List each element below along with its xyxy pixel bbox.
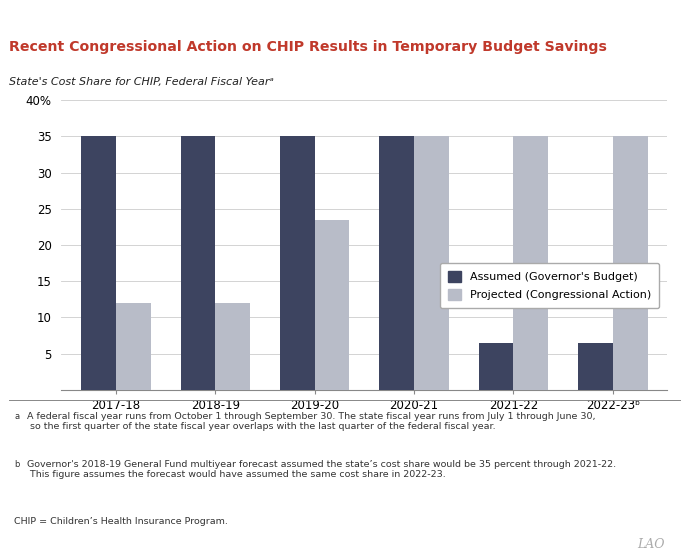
Text: b: b: [14, 460, 20, 469]
Text: Figure 5: Figure 5: [13, 9, 68, 22]
Bar: [479, 343, 513, 390]
Text: State's Cost Share for CHIP, Federal Fiscal Yearᵃ: State's Cost Share for CHIP, Federal Fis…: [9, 77, 274, 87]
Bar: [215, 303, 250, 390]
Bar: [116, 303, 151, 390]
Bar: [578, 343, 613, 390]
Bar: [180, 136, 215, 390]
Text: Recent Congressional Action on CHIP Results in Temporary Budget Savings: Recent Congressional Action on CHIP Resu…: [9, 40, 607, 54]
Bar: [613, 136, 648, 390]
Legend: Assumed (Governor's Budget), Projected (Congressional Action): Assumed (Governor's Budget), Projected (…: [440, 263, 659, 308]
Text: A federal fiscal year runs from October 1 through September 30. The state fiscal: A federal fiscal year runs from October …: [24, 412, 595, 431]
Bar: [315, 219, 349, 390]
Bar: [280, 136, 315, 390]
Bar: [379, 136, 414, 390]
Bar: [414, 136, 449, 390]
Text: LAO: LAO: [637, 538, 664, 550]
Text: Governor's 2018-19 General Fund multiyear forecast assumed the state’s cost shar: Governor's 2018-19 General Fund multiyea…: [24, 460, 616, 480]
Bar: [81, 136, 116, 390]
Text: a: a: [14, 412, 19, 421]
Bar: [513, 136, 548, 390]
Text: CHIP = Children’s Health Insurance Program.: CHIP = Children’s Health Insurance Progr…: [14, 517, 228, 526]
